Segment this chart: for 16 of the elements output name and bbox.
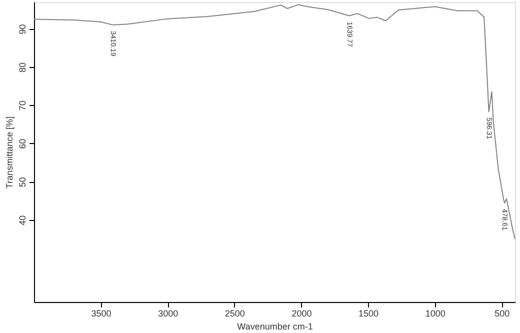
x-tick-label: 3500 (91, 308, 112, 318)
y-tick-label: 60 (18, 138, 28, 149)
x-tick-label: 500 (494, 308, 510, 318)
y-tick-label: 80 (18, 62, 28, 72)
x-tick-label: 1000 (425, 308, 446, 318)
y-axis-title: Transmittance [%] (4, 116, 14, 189)
x-tick-label: 3000 (158, 308, 178, 318)
line-series (34, 4, 516, 240)
x-tick-label: 2500 (224, 308, 245, 318)
y-tick-label: 50 (18, 177, 28, 188)
x-axis-title: Wavenumber cm-1 (237, 322, 313, 332)
y-tick-label: 70 (18, 100, 28, 111)
y-tick-label: 90 (18, 24, 28, 34)
x-tick-label: 2000 (292, 308, 312, 318)
x-tick-label: 1500 (358, 308, 379, 318)
y-tick-label: 40 (18, 215, 28, 226)
